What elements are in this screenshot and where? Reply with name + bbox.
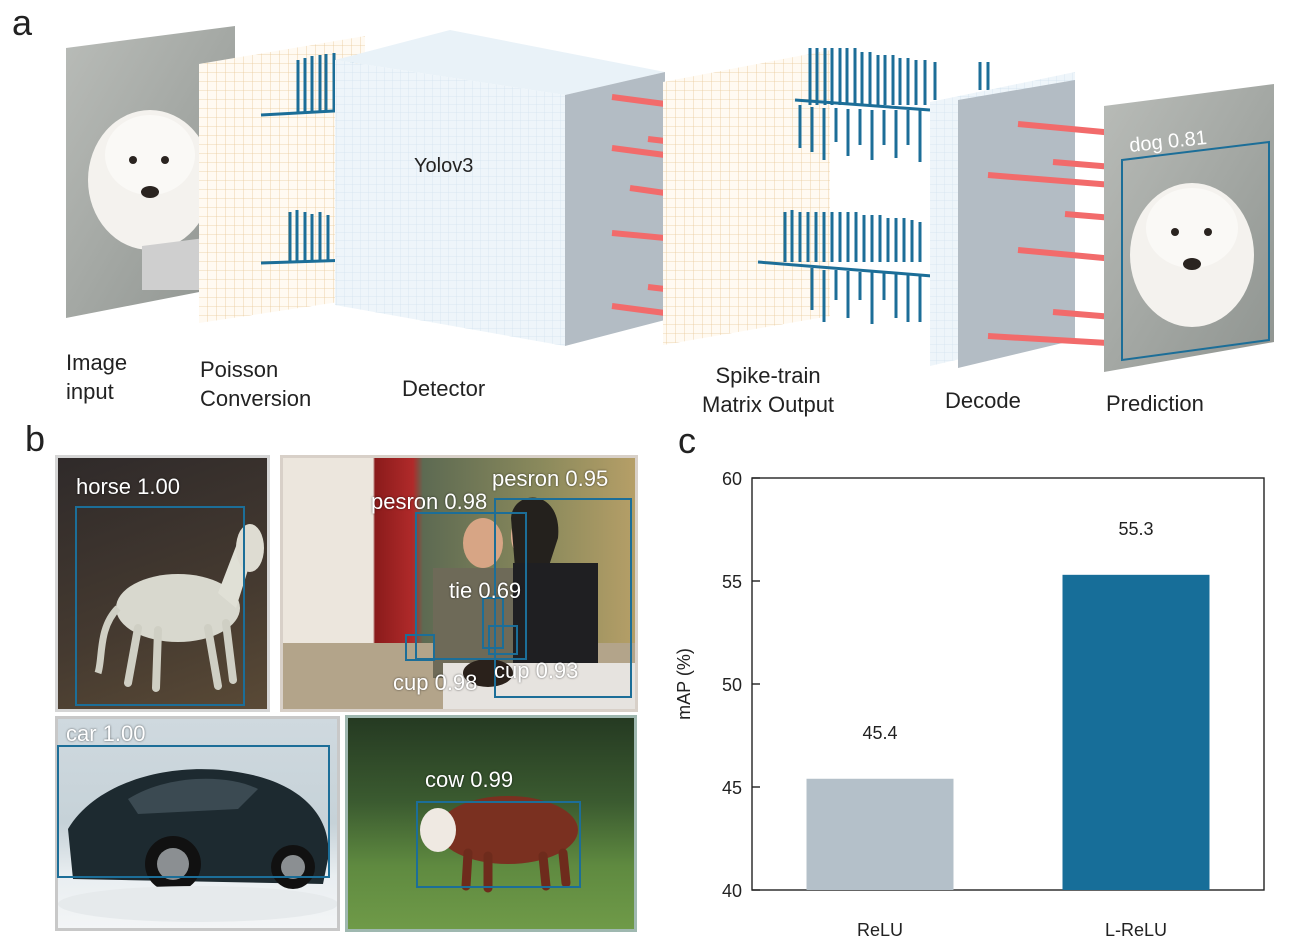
car-detection-label: car 1.00 [66, 721, 146, 746]
cup-detection-box-2 [488, 625, 518, 655]
detector-cube [335, 30, 666, 346]
cow-detection-label: cow 0.99 [425, 767, 514, 792]
person-detection-label-2: pesron 0.98 [371, 489, 488, 514]
horse-figure [94, 524, 264, 692]
cow-image [345, 715, 637, 932]
horse-detection-box [75, 506, 245, 706]
bar-data-label: 55.3 [1118, 519, 1153, 539]
car-detection-box [57, 745, 330, 878]
panel-a-letter: a [12, 2, 33, 43]
stage-label-detector: Detector [402, 376, 486, 401]
detector-network-name: Yolov3 [414, 155, 473, 177]
bar-relu [806, 778, 954, 890]
y-tick-label: 45 [722, 778, 742, 798]
panel-c-letter: c [678, 420, 696, 461]
bar-data-label: 45.4 [862, 723, 897, 743]
y-tick-label: 60 [722, 469, 742, 489]
x-tick-label: L-ReLU [1105, 920, 1167, 940]
stage-label-poisson: Poisson Conversion [200, 357, 312, 411]
car-image [55, 716, 340, 931]
prediction-box [1121, 140, 1270, 362]
stage-label-image-input: Image input [66, 350, 128, 404]
tie-detection-label: tie 0.69 [449, 578, 522, 603]
horse-detection-label: horse 1.00 [76, 474, 180, 499]
pipeline-diagram: dog 0.81 Yolov3 [66, 26, 1274, 372]
person-detection-label-1: pesron 0.95 [492, 466, 609, 491]
prediction-image-card: dog 0.81 [1104, 84, 1274, 372]
decode-block [930, 72, 1126, 368]
cow-figure [420, 796, 578, 893]
y-tick-label: 55 [722, 572, 742, 592]
y-axis-label: mAP (%) [674, 648, 694, 720]
horse-image [55, 455, 270, 712]
panel-b-letter: b [25, 418, 46, 459]
spike-train-matrix [663, 48, 990, 345]
input-image-card [66, 26, 235, 318]
stage-label-prediction: Prediction [1106, 391, 1204, 416]
cup-detection-label-1: cup 0.98 [393, 670, 478, 695]
stage-label-decode: Decode [945, 388, 1021, 413]
y-tick-label: 50 [722, 675, 742, 695]
person-detection-box-2 [415, 512, 527, 660]
cup-detection-box-1 [405, 634, 435, 661]
bar-l-relu [1062, 574, 1210, 890]
chart-plot-frame [751, 477, 1265, 891]
stage-label-spike-train: Spike-train Matrix Output [702, 363, 835, 417]
cow-detection-box [416, 801, 581, 888]
x-tick-label: ReLU [857, 920, 903, 940]
couple-painting-image [280, 455, 638, 712]
car-figure [58, 769, 337, 922]
tie-detection-box [482, 597, 504, 649]
cup-detection-label-2: cup 0.93 [494, 658, 579, 683]
y-tick-label: 40 [722, 881, 742, 901]
